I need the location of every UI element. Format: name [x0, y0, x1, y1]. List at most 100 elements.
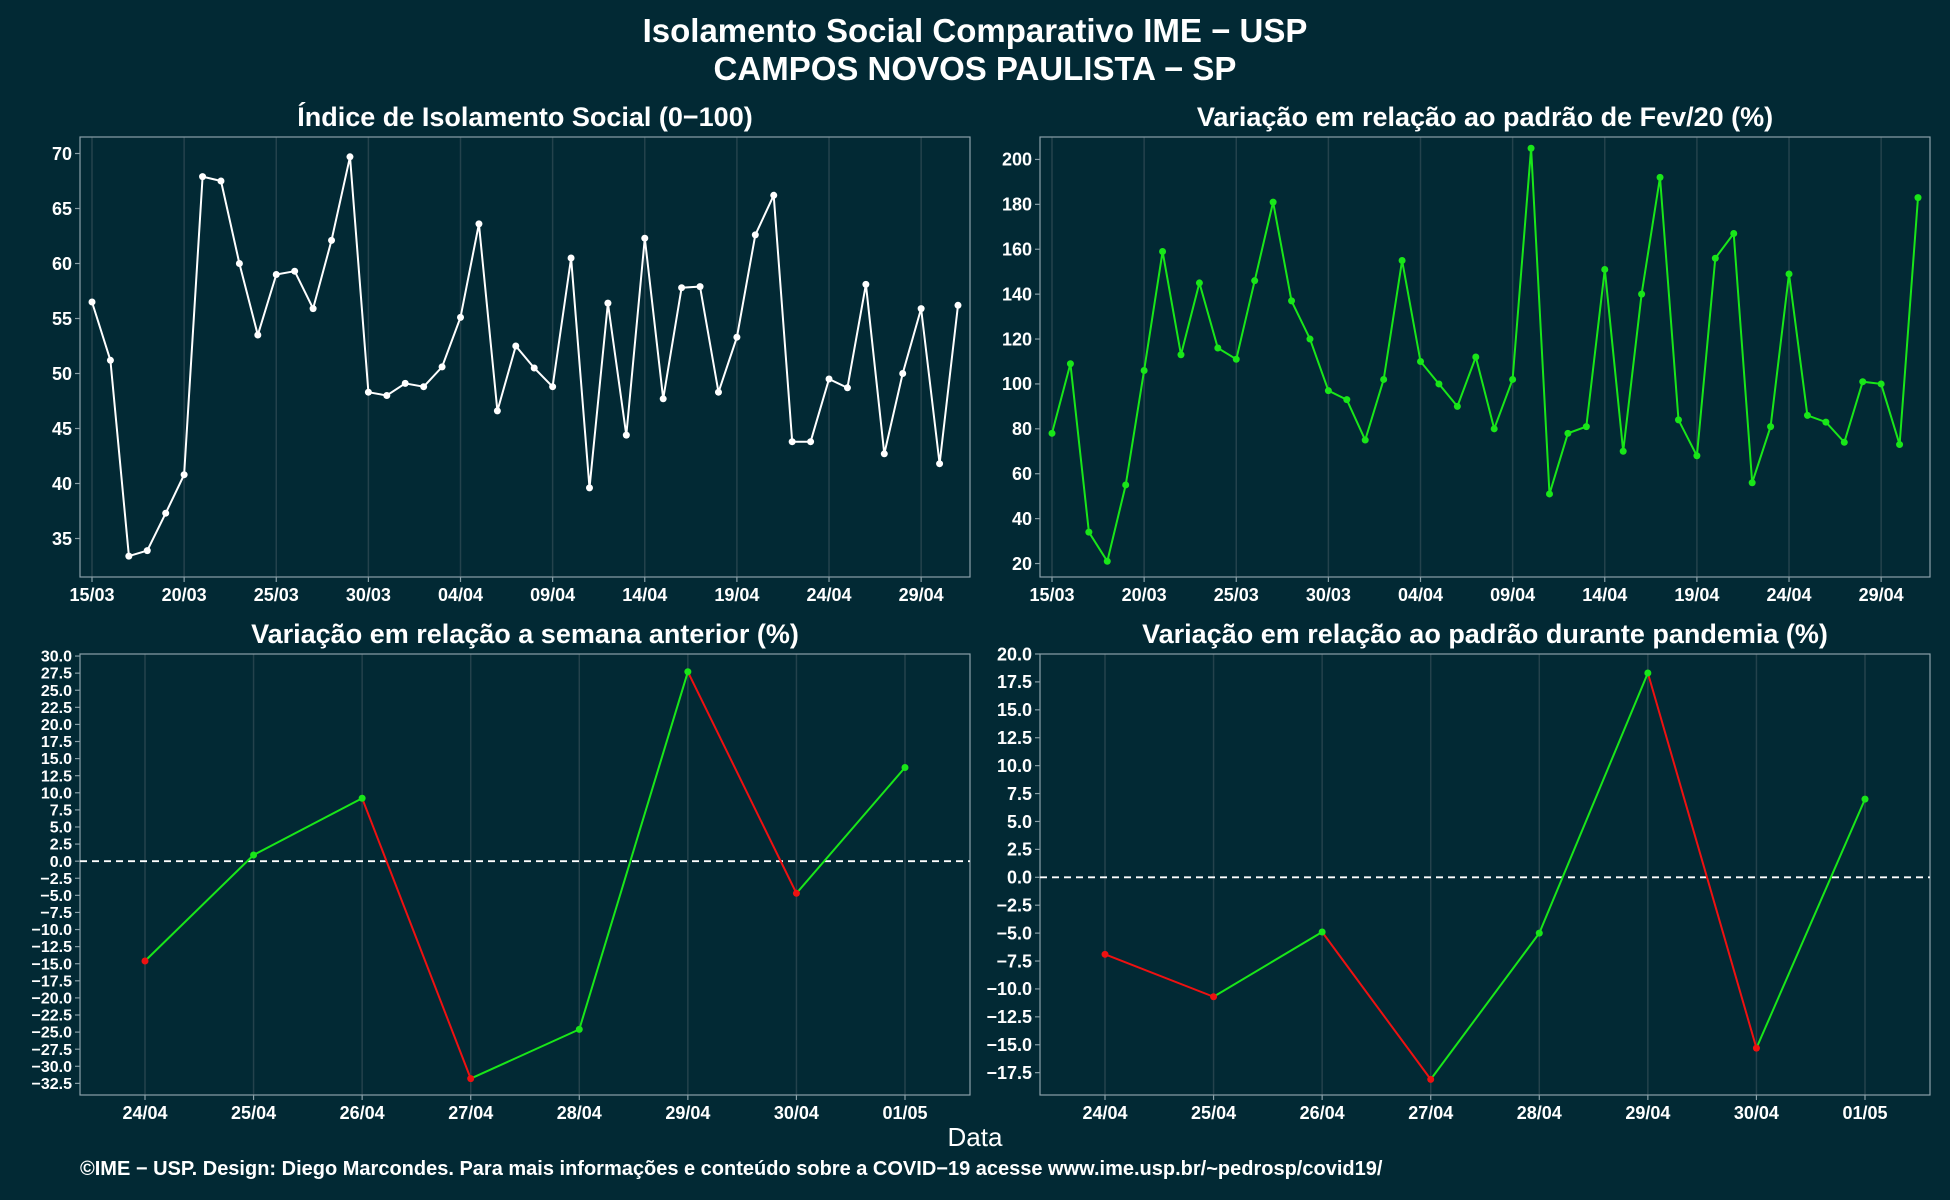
y-tick-label: 60 [1012, 464, 1032, 484]
data-point [1398, 256, 1406, 264]
y-tick-label: −10.0 [986, 979, 1032, 999]
data-point [1318, 928, 1326, 936]
data-point [1914, 194, 1922, 202]
y-tick-label: −12.5 [986, 1007, 1032, 1027]
chart-isolamento: 35 40 45 50 55 60 65 70 15/03 20/03 25/03 30/03 04/0… [52, 136, 971, 605]
y-tick-label: −7.5 [996, 951, 1032, 971]
data-point [1490, 425, 1498, 433]
y-tick-label: −15.0 [32, 956, 73, 973]
data-point [162, 509, 170, 517]
data-point [1638, 290, 1646, 298]
data-point [1085, 528, 1093, 536]
y-tick-label: 70 [52, 144, 72, 164]
data-point [622, 431, 630, 439]
data-point [659, 395, 667, 403]
series-segment [253, 797, 363, 856]
data-point [1859, 378, 1867, 386]
data-point [1693, 452, 1701, 460]
data-point [604, 299, 612, 307]
data-point [1861, 795, 1869, 803]
chart-fev20: 20 40 60 80 100 120 140 160 180 200 15/03 20/03 25/0… [1002, 136, 1931, 605]
data-point [714, 388, 722, 396]
y-tick-label: 55 [52, 309, 72, 329]
data-point [1427, 1075, 1435, 1083]
data-point [254, 331, 262, 339]
chart-pandemia: −17.5 −15.0 −12.5 −10.0 −7.5 −5.0 −2.5 0.0 2.5 5.… [986, 644, 1931, 1123]
data-point [1435, 380, 1443, 388]
x-tick-label: 25/04 [1191, 1103, 1236, 1123]
data-point [438, 363, 446, 371]
data-point [862, 280, 870, 288]
x-tick-label: 15/03 [1029, 585, 1074, 605]
x-axis-label: Data [947, 1122, 1003, 1152]
data-point [917, 305, 925, 313]
data-point [1711, 254, 1719, 262]
x-tick-label: 09/04 [530, 585, 575, 605]
series-segment [1104, 953, 1214, 998]
data-point [585, 484, 593, 492]
data-point [1417, 357, 1425, 365]
data-point [1306, 335, 1314, 343]
data-point [1545, 490, 1553, 498]
data-point [1066, 360, 1074, 368]
series-segment [686, 671, 798, 894]
data-point [567, 254, 575, 262]
x-tick-label: 20/03 [1122, 585, 1167, 605]
series-segment [1755, 798, 1866, 1049]
y-tick-label: −10.0 [32, 922, 73, 939]
data-point [825, 375, 833, 383]
panel-border [79, 653, 971, 1096]
data-point [1582, 423, 1590, 431]
y-tick-label: 20 [1012, 554, 1032, 574]
data-point [143, 547, 151, 555]
panel-title-pandemia: Variação em relação ao padrão durante pa… [1142, 619, 1828, 649]
data-point [235, 260, 243, 267]
series-line [91, 156, 959, 558]
series-segment [470, 1028, 580, 1080]
data-point [475, 220, 483, 228]
data-point [358, 794, 366, 802]
data-point [1509, 375, 1517, 383]
y-tick-label: 7.5 [1007, 784, 1032, 804]
data-point [1896, 441, 1904, 449]
x-tick-label: 25/04 [231, 1103, 276, 1123]
y-tick-label: 60 [52, 254, 72, 274]
y-tick-label: 200 [1002, 150, 1032, 170]
y-tick-label: −25.0 [32, 1025, 73, 1042]
data-point [1048, 429, 1056, 437]
y-tick-label: 65 [52, 199, 72, 219]
data-point [936, 460, 944, 468]
y-tick-label: −5.0 [996, 923, 1032, 943]
y-tick-label: 20.0 [997, 644, 1032, 664]
x-tick-label: 24/04 [806, 585, 851, 605]
data-point [901, 763, 909, 771]
data-point [1656, 173, 1664, 181]
x-tick-label: 26/04 [1300, 1103, 1345, 1123]
data-point [1324, 387, 1332, 395]
x-tick-label: 20/03 [162, 585, 207, 605]
panel-border [1039, 653, 1931, 1096]
data-point [180, 471, 188, 479]
y-tick-label: −17.5 [32, 973, 73, 990]
data-point [1752, 1044, 1760, 1052]
y-tick-label: −7.5 [40, 905, 72, 922]
y-tick-label: −15.0 [986, 1035, 1032, 1055]
x-tick-label: 26/04 [340, 1103, 385, 1123]
data-point [733, 333, 741, 341]
data-point [954, 301, 962, 309]
series-segment [1429, 932, 1541, 1080]
data-point [899, 370, 907, 377]
series-line [1051, 148, 1919, 564]
panel-border [1039, 136, 1931, 578]
data-point [1361, 436, 1369, 444]
x-tick-label: 04/04 [438, 585, 483, 605]
x-tick-label: 30/03 [346, 585, 391, 605]
data-point [1159, 247, 1167, 255]
y-tick-label: 0.0 [1007, 868, 1032, 888]
data-point [641, 234, 649, 242]
x-tick-label: 19/04 [714, 585, 759, 605]
y-tick-label: 180 [1002, 195, 1032, 215]
data-point [401, 379, 409, 387]
y-tick-label: 20.0 [41, 717, 72, 734]
data-point [1564, 429, 1572, 437]
